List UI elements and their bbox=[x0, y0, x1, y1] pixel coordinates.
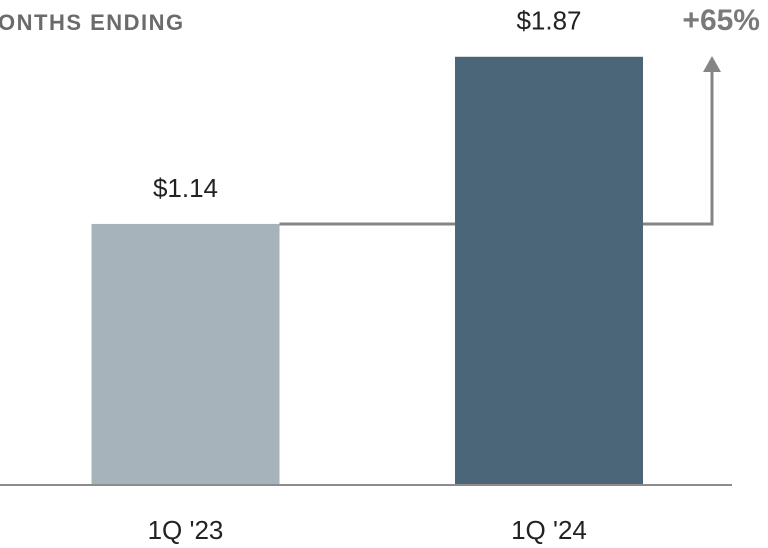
connector-arrow bbox=[643, 68, 714, 226]
bar bbox=[91, 223, 280, 485]
chart-title: ONTHS ENDING bbox=[0, 10, 185, 35]
value-label: $1.14 bbox=[153, 173, 218, 203]
bar bbox=[455, 56, 643, 486]
value-label: $1.87 bbox=[516, 6, 581, 36]
arrow-head bbox=[703, 56, 721, 72]
annotation: +65% bbox=[682, 4, 760, 37]
x-tick-label: 1Q '24 bbox=[511, 515, 587, 545]
x-tick-label: 1Q '23 bbox=[148, 515, 224, 545]
